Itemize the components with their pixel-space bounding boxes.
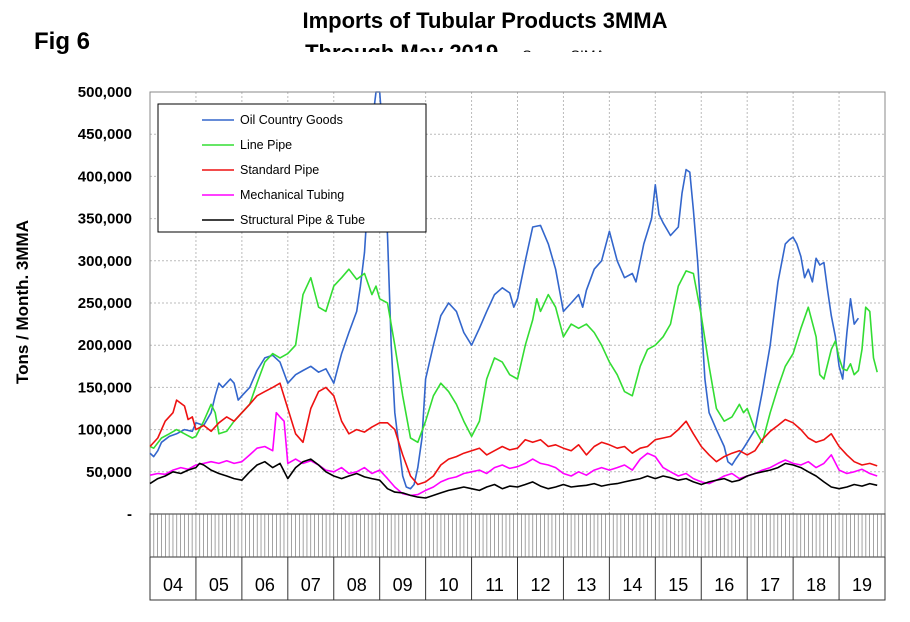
series-group — [149, 52, 885, 499]
y-tick-label: - — [127, 506, 132, 523]
y-tick-label: 500,000 — [78, 84, 132, 101]
legend-label: Standard Pipe — [240, 163, 319, 177]
x-tick-label: 18 — [806, 575, 826, 595]
legend-label: Oil Country Goods — [240, 113, 343, 127]
figure-label: Fig 6 — [34, 28, 91, 55]
y-tick-label: 300,000 — [78, 253, 132, 270]
series-line-line-pipe — [149, 268, 878, 449]
legend: Oil Country Goods Line Pipe Standard Pipe M… — [157, 103, 427, 233]
x-tick-label: 11 — [485, 575, 504, 595]
x-tick-label: 04 — [163, 575, 183, 595]
y-tick-label: 450,000 — [78, 126, 132, 143]
x-tick-label: 16 — [714, 575, 734, 595]
series-line-mechanical-tubing — [149, 411, 878, 497]
x-tick-label: 10 — [439, 575, 459, 595]
legend-label: Line Pipe — [240, 138, 292, 152]
y-tick-label: 150,000 — [78, 379, 132, 396]
x-tick-label: 14 — [622, 575, 642, 595]
x-tick-label: 05 — [209, 575, 229, 595]
chart-title: Imports of Tubular Products 3MMA — [302, 8, 668, 33]
series-line-oil-country-goods — [149, 91, 860, 490]
legend-label: Mechanical Tubing — [240, 188, 344, 202]
plot-top-mask — [151, 52, 884, 91]
y-tick-label: 200,000 — [78, 337, 132, 354]
y-tick-label: 350,000 — [78, 211, 132, 228]
y-axis-label: Tons / Month. 3MMA — [13, 220, 32, 384]
x-tick-label: 15 — [668, 575, 688, 595]
x-tick-label: 19 — [852, 575, 872, 595]
x-tick-label: 13 — [576, 575, 596, 595]
x-tick-label: 12 — [530, 575, 550, 595]
y-tick-label: 50,000 — [86, 464, 132, 481]
legend-label: Structural Pipe & Tube — [240, 213, 365, 227]
legend-box — [157, 103, 427, 233]
x-tick-label: 08 — [347, 575, 367, 595]
series-line-standard-pipe — [149, 382, 878, 486]
x-tick-label: 17 — [760, 575, 780, 595]
y-axis-ticks: 500,000 450,000 400,000 350,000 300,000 250,0… — [78, 84, 132, 523]
x-tick-label: 09 — [393, 575, 413, 595]
x-tick-label: 06 — [255, 575, 275, 595]
y-tick-label: 100,000 — [78, 422, 132, 439]
x-tick-label: 07 — [301, 575, 321, 595]
series-line-structural-pipe-tube — [149, 458, 878, 499]
y-tick-label: 400,000 — [78, 168, 132, 185]
x-axis: 04 05 06 07 08 09 10 11 12 13 14 15 16 17 18 19 — [149, 513, 886, 601]
y-tick-label: 250,000 — [78, 295, 132, 312]
